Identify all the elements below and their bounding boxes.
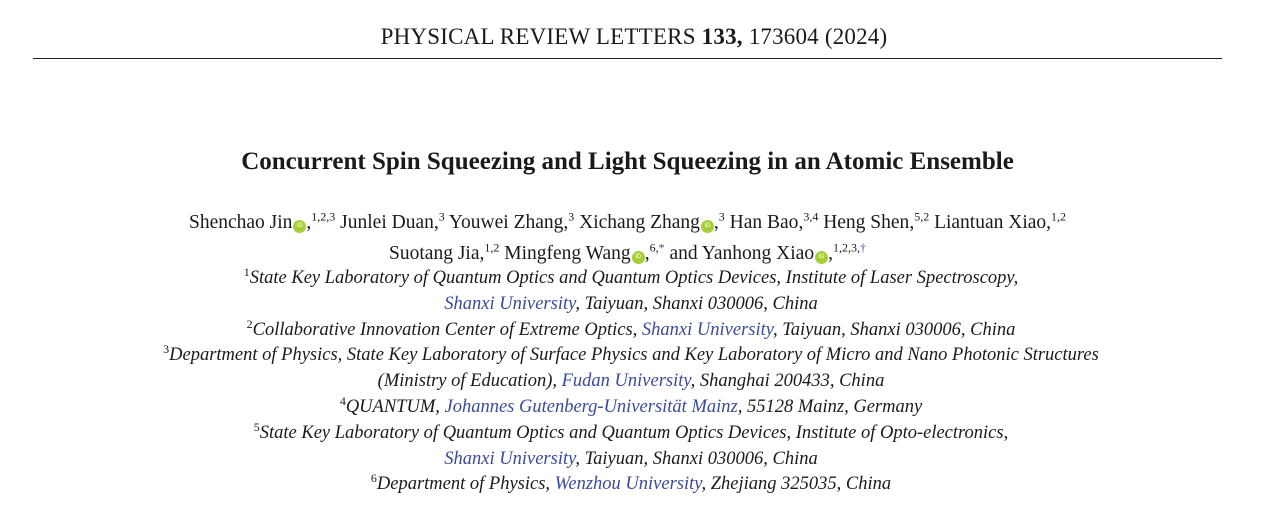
affiliation-number: 4 (339, 393, 346, 408)
header-rule (33, 58, 1222, 59)
affiliation-text: State Key Laboratory of Quantum Optics a… (249, 268, 1019, 288)
affiliation-number: 5 (253, 419, 260, 434)
affiliation-line: 3Department of Physics, State Key Labora… (0, 343, 1262, 369)
footnote-mark[interactable]: * (658, 240, 665, 255)
affiliation-text: , Taiyuan, Shanxi 030006, China (575, 448, 818, 469)
author: Suotang Jia,1,2 (389, 240, 500, 265)
affiliation-number: 6 (370, 471, 377, 486)
affiliation-line: 6Department of Physics, Wenzhou Universi… (0, 472, 1262, 498)
author-affiliation-numbers: 3 (438, 209, 445, 224)
affiliation-text: , Shanghai 200433, China (690, 371, 885, 392)
author-name: Mingfeng Wang (504, 243, 631, 264)
affiliation-line: Shanxi University, Taiyuan, Shanxi 03000… (0, 292, 1262, 318)
university-link[interactable]: Johannes Gutenberg-Universität Mainz (444, 396, 738, 417)
affiliation-number: 2 (246, 316, 253, 331)
author-affiliation-numbers: 1,2,3 (311, 209, 336, 224)
affiliation-text: Collaborative Innovation Center of Extre… (252, 319, 642, 340)
affiliation-line: 1State Key Laboratory of Quantum Optics … (0, 266, 1262, 292)
author: Liantuan Xiao,1,2 (934, 209, 1067, 234)
author-list: Shenchao Jin iD ,1,2,3 Junlei Duan,3 Youwe… (0, 207, 1255, 269)
affiliation-line: 4QUANTUM, Johannes Gutenberg-Universität… (0, 395, 1262, 421)
affiliation-text: State Key Laboratory of Quantum Optics a… (259, 422, 1009, 443)
orcid-icon[interactable]: iD (700, 220, 714, 233)
author-affiliation-numbers: 3 (718, 209, 725, 224)
university-link[interactable]: Wenzhou University (554, 474, 702, 495)
author: and Yanhong Xiao iD ,1,2,3,† (669, 240, 866, 264)
author: Xichang Zhang iD ,3 (579, 209, 725, 233)
affiliation-line: 5State Key Laboratory of Quantum Optics … (0, 421, 1262, 447)
author-name: Shenchao Jin (188, 212, 293, 233)
journal-name: PHYSICAL REVIEW LETTERS (380, 24, 696, 49)
author: Shenchao Jin iD ,1,2,3 (188, 209, 336, 233)
author-affiliation-numbers: 3 (568, 209, 575, 224)
author-name: Suotang Jia (389, 243, 480, 264)
university-link[interactable]: Shanxi University (444, 448, 576, 469)
article-number: 173604 (2024) (748, 24, 888, 49)
affiliation-line: Shanxi University, Taiyuan, Shanxi 03000… (0, 447, 1262, 473)
author-affiliation-numbers: 3,4 (803, 209, 819, 224)
university-link[interactable]: Shanxi University (641, 319, 773, 340)
author-affiliation-numbers: 1,2 (1051, 209, 1067, 224)
university-link[interactable]: Shanxi University (444, 293, 576, 314)
author-name: Heng Shen (823, 212, 910, 233)
journal-volume: 133, (701, 24, 743, 49)
author: Heng Shen,5,2 (823, 209, 930, 234)
author-name: Junlei Duan (340, 212, 434, 233)
footnote-mark[interactable]: † (859, 240, 866, 255)
author: Han Bao,3,4 (729, 209, 819, 234)
orcid-icon[interactable]: iD (815, 251, 829, 264)
affiliation-text: , 55128 Mainz, Germany (737, 396, 923, 417)
paper-title: Concurrent Spin Squeezing and Light Sque… (241, 148, 1014, 175)
author-line: Suotang Jia,1,2 Mingfeng Wang iD ,6,* and … (0, 238, 1255, 269)
affiliation-number: 3 (163, 342, 170, 357)
author-affiliation-numbers: 6,* (649, 240, 665, 255)
affiliation-text: Department of Physics, State Key Laborat… (169, 345, 1099, 366)
university-link[interactable]: Fudan University (561, 371, 691, 392)
affiliation-text: , Taiyuan, Shanxi 030006, China (772, 319, 1016, 340)
author-name: Han Bao (729, 212, 799, 233)
author-affiliation-numbers: 5,2 (914, 209, 930, 224)
author-affiliation-numbers: 1,2 (484, 240, 500, 255)
affiliation-text: , Zhejiang 325035, China (701, 474, 892, 495)
journal-header: PHYSICAL REVIEW LETTERS 133, 173604 (202… (0, 24, 1268, 50)
author-name: Xichang Zhang (579, 212, 700, 233)
author: Youwei Zhang,3 (448, 209, 575, 234)
affiliation-text: Department of Physics, (376, 474, 555, 495)
affiliation-line: (Ministry of Education), Fudan Universit… (0, 369, 1262, 395)
author: Mingfeng Wang iD ,6,* (504, 240, 665, 264)
affiliation-text: , Taiyuan, Shanxi 030006, China (575, 293, 818, 314)
orcid-icon[interactable]: iD (631, 251, 645, 264)
affiliation-text: (Ministry of Education), (377, 371, 562, 392)
affiliation-list: 1State Key Laboratory of Quantum Optics … (0, 266, 1262, 498)
affiliation-text: QUANTUM, (345, 396, 445, 417)
affiliation-line: 2Collaborative Innovation Center of Extr… (0, 316, 1262, 344)
author-line: Shenchao Jin iD ,1,2,3 Junlei Duan,3 Youwe… (0, 207, 1255, 238)
affiliation-number: 1 (243, 264, 250, 279)
author: Junlei Duan,3 (340, 209, 445, 234)
author-name: Yanhong Xiao (701, 243, 815, 264)
author-name: Youwei Zhang (448, 212, 564, 233)
orcid-icon[interactable]: iD (293, 220, 307, 233)
author-affiliation-numbers: 1,2,3,† (832, 240, 866, 255)
author-name: Liantuan Xiao (934, 212, 1047, 233)
